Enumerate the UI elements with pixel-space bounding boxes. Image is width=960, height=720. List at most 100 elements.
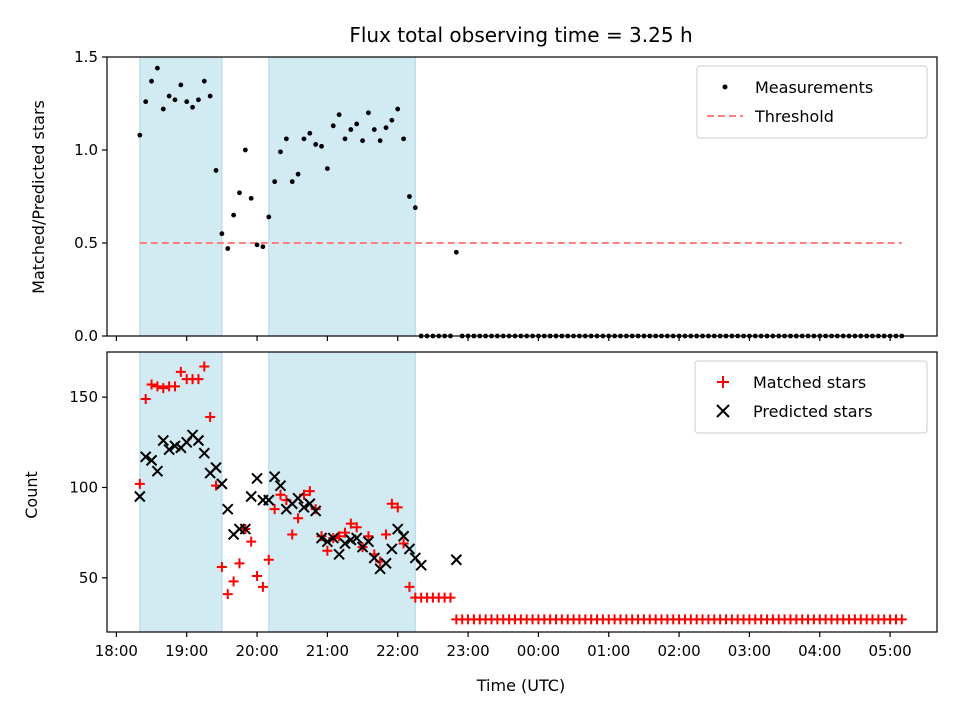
data-point [404,581,415,592]
data-point [266,214,272,220]
x-tick-label: 21:00 [306,642,349,660]
shaded-interval [268,351,416,633]
data-point [213,168,219,173]
x-tick-label: 22:00 [376,642,419,660]
data-point [139,451,152,463]
data-point [307,130,313,136]
data-point [287,529,298,540]
top-y-axis-label: Matched/Predicted stars [29,100,48,294]
y-tick-label: 50 [79,569,98,587]
data-point [450,554,463,566]
data-point [146,379,157,390]
data-point [149,78,154,84]
x-tick-label: 02:00 [657,642,700,660]
data-point [407,194,412,199]
data-point [234,558,245,569]
data-point [207,93,213,99]
data-point [412,205,418,211]
data-point [155,65,160,71]
data-point [366,110,371,116]
x-tick-label: 18:00 [95,642,138,660]
data-point [225,246,231,251]
legend-label: Measurements [755,78,873,97]
data-point [380,557,392,570]
legend-marker [716,404,730,418]
shaded-interval [139,56,223,337]
data-point [237,190,242,196]
y-tick-label: 1.0 [74,141,98,159]
x-tick-label: 20:00 [235,642,278,660]
y-tick-label: 0.0 [74,327,98,345]
data-point [274,479,287,492]
legend-label: Predicted stars [753,402,873,421]
data-point [350,532,363,544]
axes-frame [106,351,938,633]
data-point [330,123,336,129]
data-point [219,231,225,237]
data-point [298,501,310,514]
data-point [315,532,328,544]
x-tick-label: 01:00 [587,642,630,660]
data-point [169,381,180,392]
data-point [269,504,280,515]
data-point [415,559,427,571]
data-point [134,490,146,503]
data-point [145,454,158,467]
data-point [193,374,204,385]
data-point [252,571,263,581]
data-point [339,527,350,538]
legend-marker [717,376,729,388]
data-point [292,492,304,505]
data-point [175,366,186,377]
data-point [397,530,410,542]
bottom-plot: 50 100 150 18:00 19:00 20:00 21:00 22:00 23:00 00… [69,351,938,660]
bottom-y-axis-label: Count [22,471,41,519]
data-point [345,518,356,529]
data-point [398,538,409,549]
data-point [246,536,257,547]
data-point [196,97,201,103]
data-point [333,548,345,561]
data-point [158,383,169,394]
data-point [201,78,207,84]
data-point [163,443,175,456]
data-point [272,179,278,185]
data-point [134,478,145,489]
data-point [403,543,416,555]
data-point [295,171,301,177]
data-point [239,523,252,535]
data-point [263,554,274,565]
top-plot: 0.0 0.5 1.0 1.5 Measurements Threshold [74,48,938,345]
shaded-interval [139,351,223,633]
data-point [383,125,389,131]
data-point [152,381,163,392]
data-point [348,127,354,132]
legend-box [696,65,928,139]
data-point [248,195,254,201]
shaded-interval [268,56,416,337]
data-point [140,393,151,404]
data-point [210,461,222,474]
y-tick-label: 0.5 [74,234,98,252]
data-point [389,117,395,123]
data-point [377,138,383,144]
data-point [198,447,211,459]
data-point [310,504,321,515]
data-point [322,545,333,556]
data-point [157,434,169,447]
data-point [245,490,257,503]
x-tick-label: 05:00 [868,642,911,660]
data-point [327,532,339,544]
data-point [896,614,907,625]
data-point [216,478,228,490]
data-point [268,470,281,483]
x-tick-label: 03:00 [728,642,771,660]
data-point [453,249,459,255]
data-point [368,552,380,564]
data-point [184,99,190,105]
data-point [363,531,374,542]
data-point [401,136,406,142]
data-point [324,166,330,172]
data-point [257,581,268,592]
data-point [137,132,143,138]
